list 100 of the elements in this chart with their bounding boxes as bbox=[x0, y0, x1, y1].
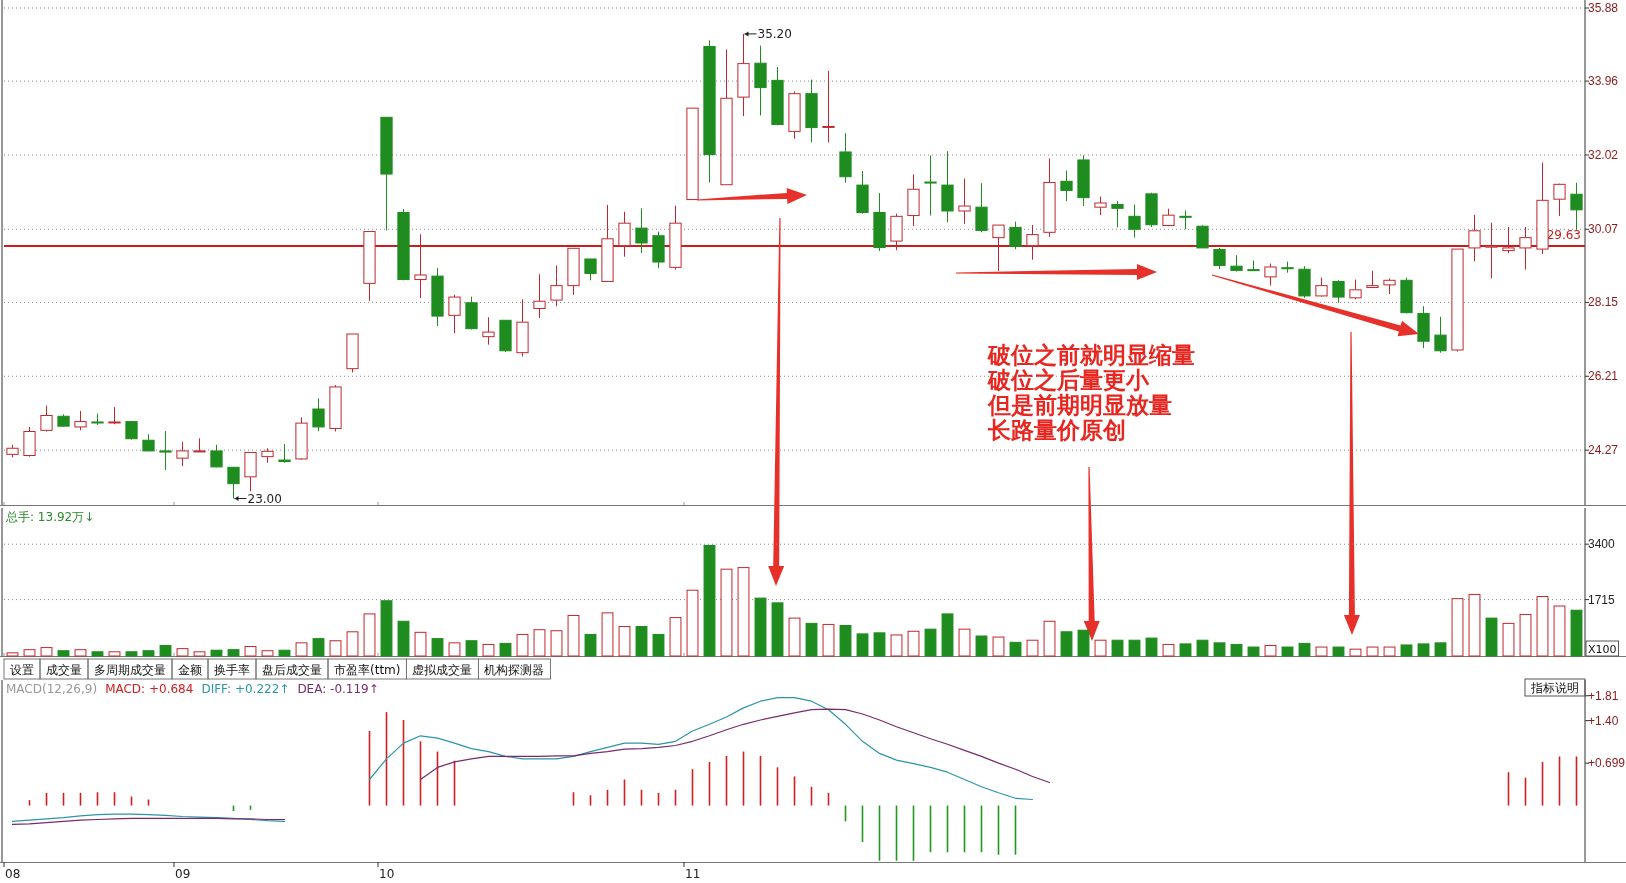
y-tick-label: 30.07 bbox=[1588, 222, 1619, 237]
bar bbox=[686, 589, 699, 657]
text: X100 bbox=[1588, 643, 1617, 656]
bar bbox=[1366, 646, 1379, 657]
bar bbox=[924, 628, 937, 657]
bar bbox=[57, 650, 70, 657]
bar bbox=[414, 631, 427, 657]
bar bbox=[856, 633, 869, 657]
bar bbox=[1451, 598, 1464, 657]
annotation: 破位之前就明显缩量 bbox=[987, 342, 1195, 368]
y-tick-label: +1.81 bbox=[1588, 688, 1619, 703]
bar bbox=[873, 632, 886, 657]
bar bbox=[312, 638, 325, 657]
bar bbox=[618, 626, 631, 657]
bar bbox=[1026, 639, 1039, 657]
bar bbox=[261, 650, 274, 657]
bar bbox=[941, 613, 954, 657]
annotation: 23.00 bbox=[247, 491, 282, 506]
bar bbox=[465, 640, 478, 657]
bar bbox=[1077, 629, 1090, 657]
x-tick-label: 08 bbox=[5, 867, 21, 881]
bar bbox=[1434, 642, 1447, 657]
bar bbox=[159, 644, 172, 657]
bar bbox=[1213, 642, 1226, 657]
bar bbox=[346, 631, 359, 657]
bar bbox=[890, 634, 903, 657]
bar bbox=[108, 651, 121, 657]
bar bbox=[6, 652, 19, 657]
text: 金额 bbox=[178, 663, 202, 677]
bar bbox=[737, 567, 750, 657]
bar bbox=[499, 642, 512, 657]
bar bbox=[839, 624, 852, 657]
text: 市盈率(ttm) bbox=[334, 663, 401, 677]
text: 换手率 bbox=[214, 663, 250, 677]
bar bbox=[567, 614, 580, 657]
bar bbox=[1009, 641, 1022, 657]
bar bbox=[703, 544, 716, 657]
annotation: 指标说明 bbox=[1530, 681, 1579, 695]
bar bbox=[771, 602, 784, 657]
bar bbox=[1247, 646, 1260, 657]
bar bbox=[1264, 644, 1277, 657]
bar bbox=[1315, 646, 1328, 657]
bar bbox=[210, 649, 223, 657]
bar bbox=[329, 640, 342, 657]
bar bbox=[1196, 639, 1209, 657]
text: DIFF: +0.222↑ bbox=[201, 682, 290, 696]
bar bbox=[652, 633, 665, 657]
chart-title: 总手: 13.92万↓ bbox=[5, 510, 95, 524]
text: 盘后成交量 bbox=[262, 663, 322, 677]
bar bbox=[125, 651, 138, 657]
bar bbox=[907, 630, 920, 657]
bar bbox=[1400, 644, 1413, 657]
bar bbox=[805, 622, 818, 657]
bar bbox=[74, 649, 87, 657]
text: 成交量 bbox=[46, 663, 82, 677]
bar bbox=[1111, 639, 1124, 657]
bar bbox=[1519, 613, 1532, 657]
bar bbox=[295, 642, 308, 657]
annotation: 长路量价原创 bbox=[987, 418, 1126, 443]
bar bbox=[1281, 646, 1294, 657]
text: DEA: -0.119↑ bbox=[297, 682, 379, 696]
bar bbox=[533, 629, 546, 657]
bar bbox=[1128, 639, 1141, 657]
text: 机构探测器 bbox=[484, 663, 545, 677]
bar bbox=[584, 633, 597, 657]
bar bbox=[1553, 605, 1566, 657]
y-tick-label: 24.27 bbox=[1588, 443, 1619, 458]
bar bbox=[516, 633, 529, 657]
bar bbox=[1485, 617, 1498, 657]
bar bbox=[23, 649, 36, 657]
bar bbox=[720, 568, 733, 657]
bar bbox=[635, 626, 648, 657]
annotation: 破位之后量更小 bbox=[987, 367, 1150, 393]
annotation: 但是前期明显放量 bbox=[987, 393, 1172, 418]
y-tick-label: 32.02 bbox=[1588, 148, 1619, 162]
bar bbox=[1417, 643, 1430, 657]
bar bbox=[278, 649, 291, 657]
bar bbox=[176, 648, 189, 657]
bar bbox=[1349, 648, 1362, 657]
y-tick-label: 28.15 bbox=[1588, 295, 1619, 310]
bar bbox=[1230, 643, 1243, 657]
bar bbox=[1060, 631, 1073, 657]
annotation: 35.20 bbox=[757, 26, 792, 41]
bar bbox=[244, 646, 257, 657]
y-tick-label: 26.21 bbox=[1588, 369, 1619, 384]
bar bbox=[227, 649, 240, 657]
x-tick-label: 10 bbox=[379, 867, 395, 881]
text: 多周期成交量 bbox=[94, 663, 166, 677]
bar bbox=[1383, 646, 1396, 657]
y-tick-label: 33.96 bbox=[1588, 74, 1619, 89]
bar bbox=[397, 620, 410, 657]
bar bbox=[669, 617, 682, 657]
bar bbox=[1502, 622, 1515, 657]
y-tick-label: +0.699 bbox=[1588, 756, 1626, 771]
text: MACD: +0.684 bbox=[105, 682, 194, 696]
y-tick-label: 3400 bbox=[1588, 537, 1616, 552]
bar bbox=[431, 638, 444, 657]
bar bbox=[91, 651, 104, 657]
x-tick-label: 09 bbox=[175, 867, 191, 881]
bar bbox=[1043, 620, 1056, 657]
